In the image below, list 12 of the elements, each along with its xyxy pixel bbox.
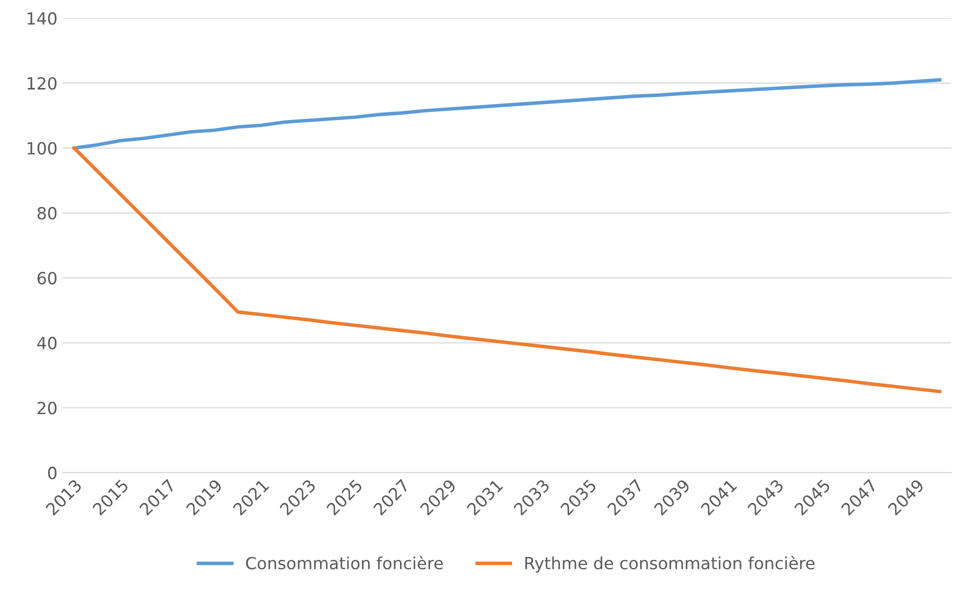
y-tick-label: 20 xyxy=(38,402,56,414)
y-tick-label: 100 xyxy=(28,142,56,155)
y-tick-label: 120 xyxy=(28,77,56,90)
line-series xyxy=(72,78,942,150)
legend-label: Consommation foncière xyxy=(246,556,443,570)
line-series xyxy=(72,146,942,394)
legend-label: Rythme de consommation foncière xyxy=(525,556,814,573)
y-tick-label: 0 xyxy=(48,466,56,480)
y-tick-label: 60 xyxy=(38,272,56,284)
y-tick-label: 140 xyxy=(28,12,56,25)
y-tick-label: 40 xyxy=(37,336,56,350)
y-tick-label: 80 xyxy=(38,206,56,220)
